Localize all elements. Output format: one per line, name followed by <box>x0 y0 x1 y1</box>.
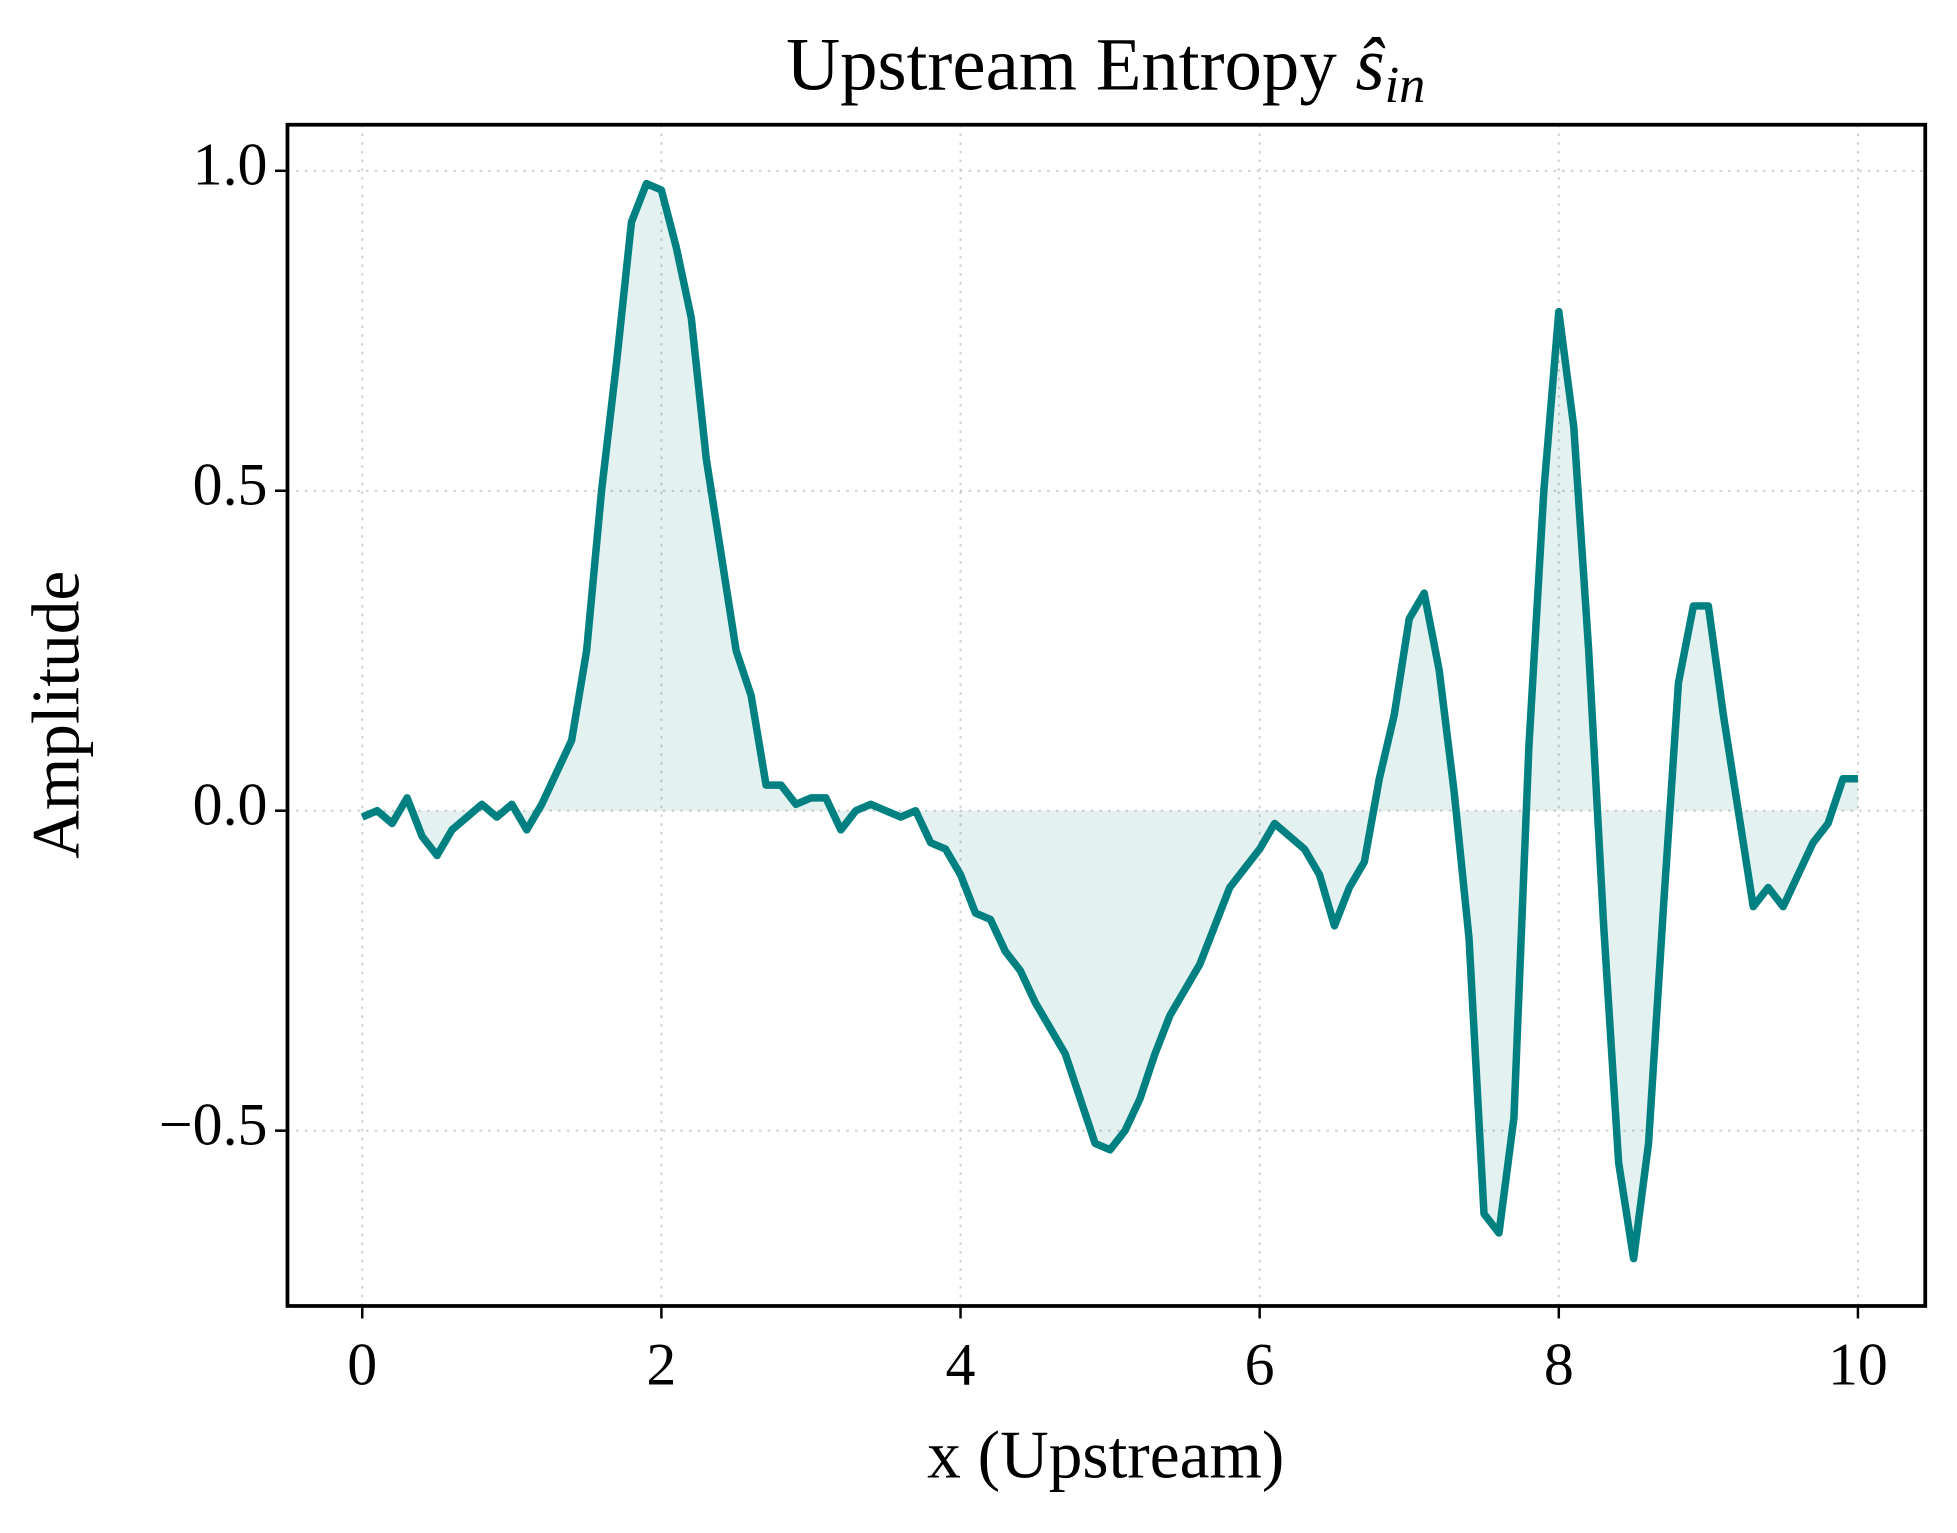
x-tick-label: 8 <box>1544 1332 1574 1398</box>
y-axis-label: Amplitude <box>18 571 93 859</box>
line <box>360 179 1858 1263</box>
x-tick-label: 10 <box>1828 1332 1888 1398</box>
x-tick-label: 2 <box>646 1332 676 1398</box>
y-tick-label: 0.0 <box>193 771 268 837</box>
plot-frame <box>285 122 1928 1308</box>
y-tick-label: 0.5 <box>193 451 268 517</box>
y-tick-label: −0.5 <box>159 1091 268 1157</box>
chart-title: Upstream Entropy <box>786 24 1337 107</box>
y-tick-label: 1.0 <box>193 132 268 198</box>
area-fill <box>362 183 1858 1259</box>
x-tick-label: 4 <box>946 1332 976 1398</box>
x-axis-label: x (Upstream) <box>927 1417 1284 1492</box>
title-symbol: ŝ <box>1356 24 1386 107</box>
title-subscript: in <box>1385 56 1426 114</box>
x-tick-label: 6 <box>1245 1332 1275 1398</box>
x-tick-label: 0 <box>347 1332 377 1398</box>
chart-title-group: Upstream Entropy ŝin <box>786 24 1425 114</box>
